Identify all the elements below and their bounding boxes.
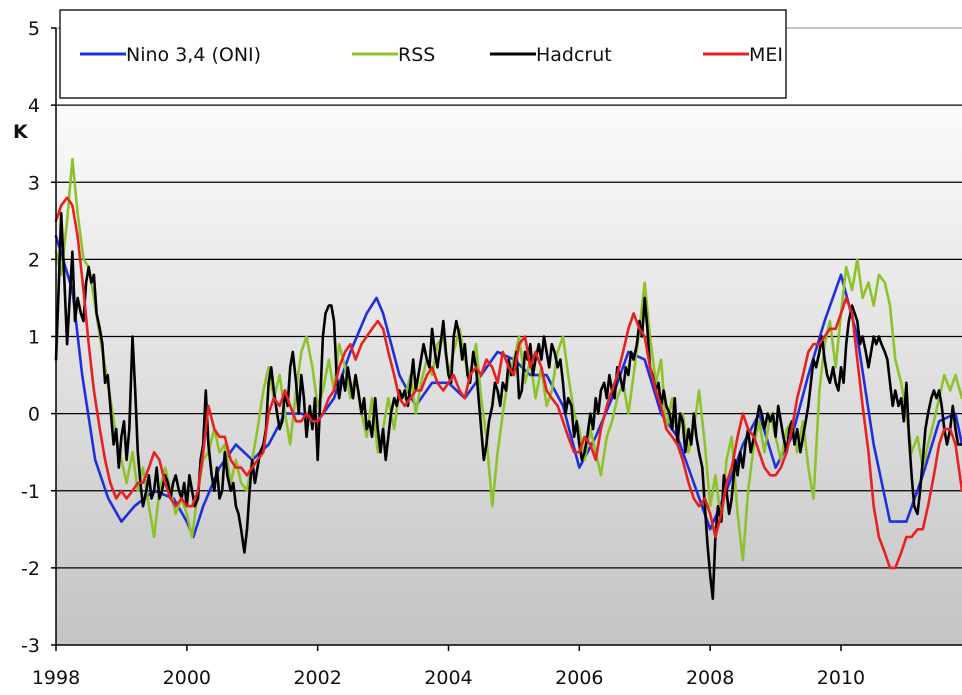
x-tick-label: 2008 [686, 667, 734, 689]
y-tick-label: -1 [21, 481, 40, 503]
legend-label: Hadcrut [536, 44, 612, 66]
x-tick-label: 1998 [32, 667, 80, 689]
y-tick-label: 3 [28, 172, 40, 194]
y-tick-label: -3 [21, 635, 40, 657]
x-tick-label: 2002 [293, 667, 341, 689]
legend-box [59, 9, 787, 99]
y-tick-label: 2 [28, 249, 40, 271]
x-tick-label: 2010 [817, 667, 865, 689]
legend-label: RSS [398, 44, 435, 66]
y-tick-label: 5 [28, 18, 40, 40]
y-axis-label: K [13, 121, 29, 143]
y-tick-label: 1 [28, 327, 40, 349]
series-line-hadcrut [54, 211, 962, 600]
y-tick-label: -2 [21, 558, 40, 580]
x-tick-label: 2000 [163, 667, 211, 689]
legend: Nino 3,4 (ONI) RSS Hadcrut MEI [59, 9, 787, 99]
legend-label: Nino 3,4 (ONI) [126, 44, 261, 66]
legend-label: MEI [749, 44, 783, 66]
x-tick-label: 2004 [424, 667, 472, 689]
x-tick-label: 2006 [555, 667, 603, 689]
series-line-mei [54, 196, 962, 570]
y-tick-label: 4 [28, 95, 40, 117]
y-tick-label: 0 [28, 404, 40, 426]
